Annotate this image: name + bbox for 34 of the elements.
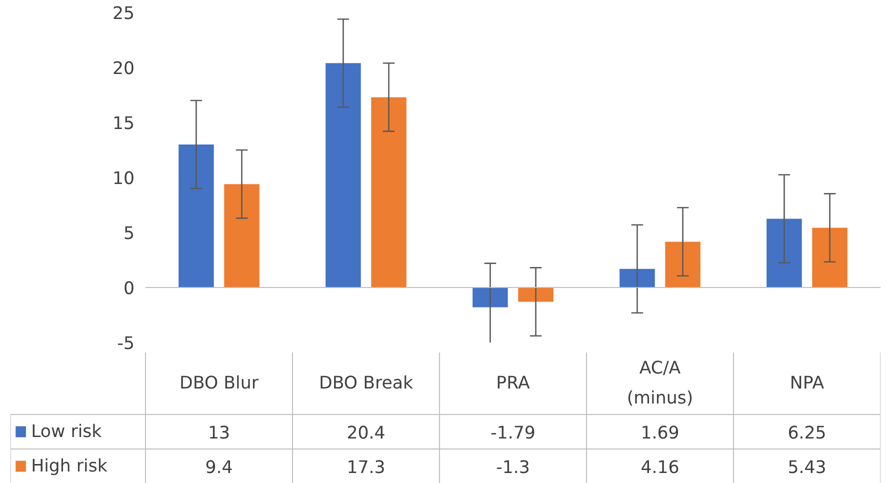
bar [326, 63, 361, 288]
y-tick-label: -5 [117, 334, 135, 354]
data-label: -1.79 [490, 423, 536, 444]
x-tick-label: NPA [790, 374, 824, 394]
y-tick-label: 5 [123, 224, 135, 244]
x-tick-label: AC/A (minus) [626, 358, 694, 408]
bar [665, 242, 700, 288]
data-label: 5.43 [788, 458, 826, 478]
legend-label: High risk [31, 456, 108, 476]
data-label: 9.4 [205, 458, 233, 478]
bar [766, 218, 802, 288]
y-tick-label: 20 [112, 59, 135, 79]
bar [472, 288, 508, 308]
data-label: 6.25 [788, 423, 826, 444]
y-tick-label: 10 [112, 169, 135, 189]
data-label: -1.3 [496, 458, 530, 478]
bar [620, 268, 655, 288]
bar [178, 144, 214, 288]
data-label: 4.16 [640, 458, 680, 478]
bar [224, 184, 260, 288]
data-label: 17.3 [346, 458, 386, 478]
bar [371, 97, 406, 288]
data-label: 13 [208, 423, 230, 444]
x-tick-label: DBO Break [318, 374, 414, 394]
y-tick-label: 15 [112, 114, 135, 134]
bar [812, 228, 848, 288]
x-tick-label: PRA [496, 374, 530, 394]
data-label: 20.4 [346, 423, 386, 444]
legend-label: Low risk [31, 422, 102, 442]
bar [518, 288, 554, 302]
data-label: 1.69 [640, 423, 680, 444]
x-tick-label: DBO Blur [180, 374, 260, 394]
y-tick-label: 25 [112, 4, 135, 24]
y-tick-label: 0 [123, 279, 135, 299]
